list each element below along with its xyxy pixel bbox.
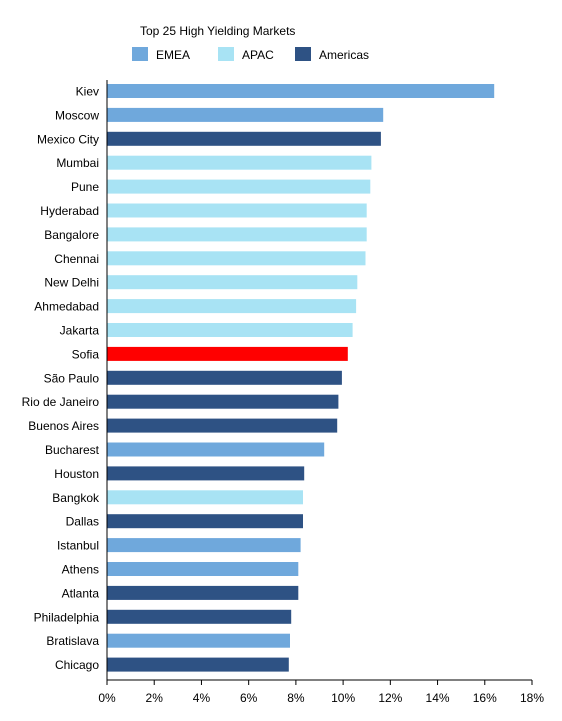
bar	[107, 107, 384, 122]
bar	[107, 131, 381, 146]
x-tick-label: 10%	[331, 691, 355, 705]
x-tick-label: 6%	[240, 691, 258, 705]
legend: EMEA APAC Americas	[132, 47, 369, 62]
category-label: Hyderabad	[40, 204, 99, 218]
x-tick-label: 14%	[426, 691, 450, 705]
category-label: Buenos Aires	[28, 419, 99, 433]
bar	[107, 562, 299, 576]
category-label: Atlanta	[62, 586, 100, 600]
bar	[107, 251, 366, 266]
x-tick-label: 4%	[193, 691, 211, 705]
legend-label-apac: APAC	[242, 48, 274, 62]
legend-swatch-americas	[295, 47, 311, 61]
bar	[107, 609, 292, 624]
category-label: Bucharest	[45, 443, 100, 457]
bar	[107, 155, 372, 170]
x-tick-label: 8%	[287, 691, 305, 705]
x-axis: 0% 2% 4% 6% 8% 10% 12% 14% 16% 18%	[98, 80, 544, 705]
category-label: Sofia	[72, 347, 100, 361]
bar	[107, 442, 325, 457]
bar	[107, 203, 367, 218]
x-tick-label: 2%	[146, 691, 164, 705]
bar	[107, 299, 357, 314]
x-tick-label: 12%	[378, 691, 402, 705]
category-label: Chennai	[54, 252, 99, 266]
category-label: Chicago	[55, 658, 99, 672]
x-tick-label: 18%	[520, 691, 544, 705]
category-label: Bangkok	[52, 491, 100, 505]
bar	[107, 633, 290, 648]
category-label: São Paulo	[44, 371, 100, 385]
bar	[107, 323, 353, 337]
category-label: Mumbai	[56, 156, 99, 170]
bar	[107, 538, 301, 553]
category-label: Athens	[62, 563, 99, 577]
category-labels: Kiev Moscow Mexico City Mumbai Pune Hyderabad…	[22, 85, 100, 673]
category-label: Jakarta	[60, 324, 100, 338]
category-label: Rio de Janeiro	[22, 395, 100, 409]
category-label: Pune	[71, 180, 99, 194]
category-label: Philadelphia	[34, 610, 100, 624]
x-tick-label: 0%	[98, 691, 116, 705]
category-label: Dallas	[66, 515, 99, 529]
bar	[107, 179, 371, 194]
legend-swatch-emea	[132, 47, 148, 61]
bars	[107, 84, 495, 672]
category-label: Kiev	[76, 85, 99, 99]
category-label: Istanbul	[57, 539, 99, 553]
category-label: Houston	[54, 467, 99, 481]
bar	[107, 585, 299, 600]
category-label: Mexico City	[37, 132, 99, 146]
bar	[107, 394, 339, 409]
category-label: Bangalore	[44, 228, 99, 242]
category-label: Bratislava	[46, 634, 99, 648]
bar	[107, 466, 305, 481]
bar	[107, 514, 303, 529]
bar	[107, 227, 367, 242]
chart-title: Top 25 High Yielding Markets	[140, 24, 295, 38]
bar	[107, 418, 338, 433]
bar	[107, 346, 348, 361]
bar	[107, 275, 358, 290]
category-label: New Delhi	[44, 276, 99, 290]
bar	[107, 657, 289, 672]
category-label: Moscow	[55, 108, 99, 122]
legend-label-emea: EMEA	[156, 48, 190, 62]
category-label: Ahmedabad	[34, 300, 99, 314]
legend-label-americas: Americas	[319, 48, 369, 62]
bar	[107, 370, 342, 385]
legend-swatch-apac	[218, 47, 234, 61]
bar	[107, 84, 495, 98]
x-tick-label: 16%	[473, 691, 497, 705]
bar	[107, 490, 303, 505]
